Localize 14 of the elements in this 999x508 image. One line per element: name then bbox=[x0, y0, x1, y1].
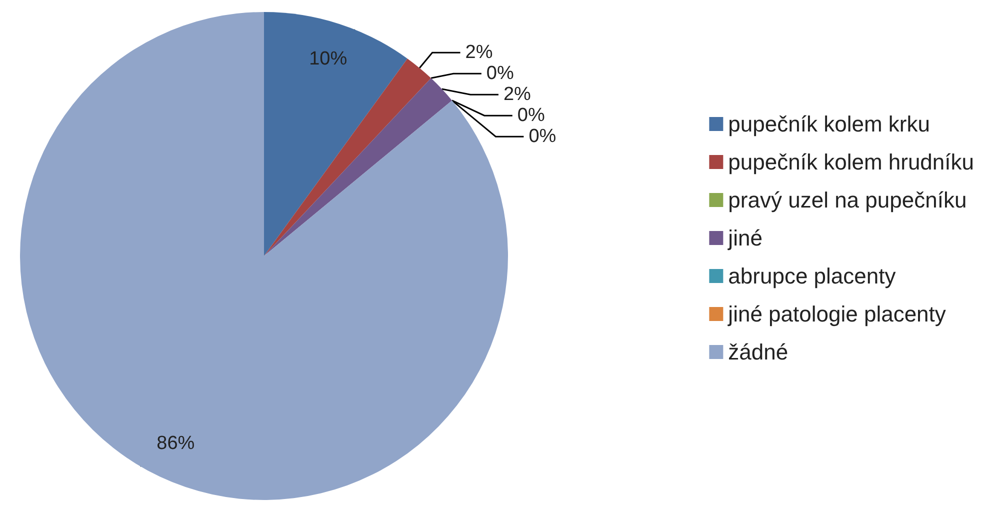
text: 0% bbox=[517, 105, 545, 126]
legend-label: pravý uzel na pupečníku bbox=[728, 188, 967, 212]
legend-label: žádné bbox=[728, 340, 788, 364]
text: 0% bbox=[486, 63, 514, 84]
data-label: 2% bbox=[503, 84, 532, 106]
legend-label: jiné bbox=[727, 226, 762, 250]
data-label: 10% bbox=[309, 48, 348, 70]
legend-label: pupečník kolem hrudníku bbox=[728, 150, 974, 174]
legend-label: abrupce placenty bbox=[728, 264, 896, 288]
legend-label: pupečník kolem krku bbox=[728, 112, 930, 136]
data-label: 86% bbox=[156, 433, 195, 454]
data-label: 2% bbox=[465, 42, 493, 64]
legend-label: jiné patologie placenty bbox=[727, 302, 946, 326]
text: 0% bbox=[528, 126, 556, 148]
